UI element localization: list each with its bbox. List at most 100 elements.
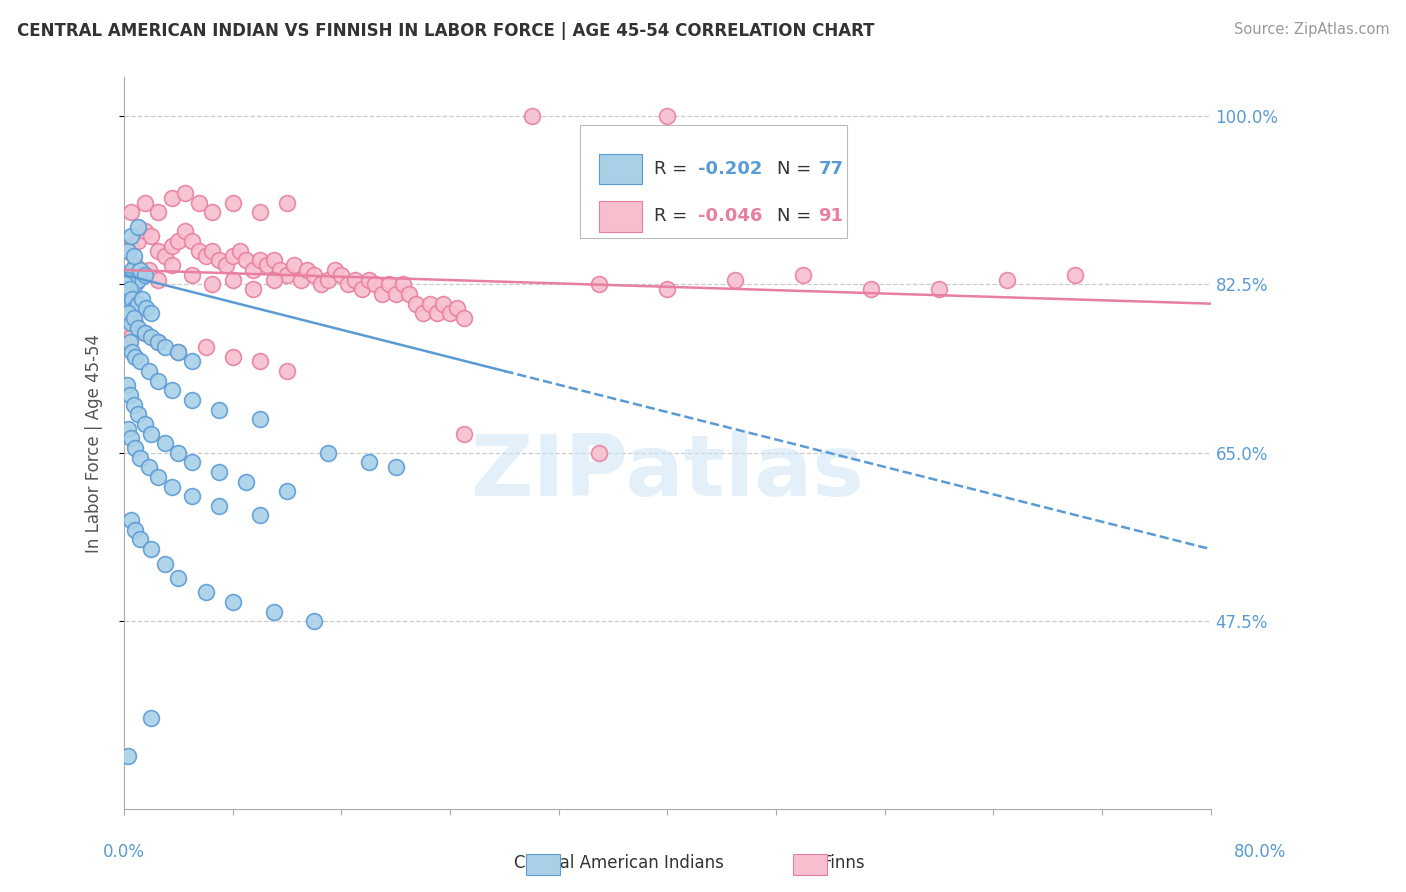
Point (124, 301, 146, 316)
Point (344, 272, 367, 286)
Point (114, 277, 136, 292)
Point (117, 306, 139, 320)
Point (337, 277, 360, 292)
Point (121, 344, 143, 359)
Point (350, 282, 373, 296)
Point (124, 523, 146, 537)
Point (117, 422, 139, 436)
Y-axis label: In Labor Force | Age 45-54: In Labor Force | Age 45-54 (86, 334, 103, 553)
Text: 0.0%: 0.0% (103, 843, 145, 861)
Point (118, 388, 141, 402)
Point (276, 268, 298, 282)
Point (115, 272, 138, 286)
Point (371, 287, 394, 301)
Point (141, 229, 163, 244)
Point (201, 244, 224, 258)
Point (129, 268, 152, 282)
Point (357, 455, 380, 469)
Text: 77: 77 (818, 160, 844, 178)
Point (134, 268, 156, 282)
Point (127, 272, 149, 286)
Point (115, 378, 138, 392)
Point (120, 205, 142, 219)
Text: CENTRAL AMERICAN INDIAN VS FINNISH IN LABOR FORCE | AGE 45-54 CORRELATION CHART: CENTRAL AMERICAN INDIAN VS FINNISH IN LA… (17, 22, 875, 40)
Point (120, 330, 142, 344)
Point (146, 205, 169, 219)
Point (167, 234, 190, 248)
Point (129, 263, 152, 277)
Text: R =: R = (654, 208, 693, 226)
Text: Central American Indians: Central American Indians (513, 855, 724, 872)
Point (378, 277, 401, 292)
Point (928, 282, 950, 296)
Point (412, 306, 434, 320)
Point (249, 412, 271, 426)
Point (316, 272, 339, 286)
Point (141, 426, 163, 441)
Point (127, 219, 149, 234)
Point (135, 301, 157, 316)
Point (153, 248, 176, 262)
Point (167, 571, 190, 585)
Point (181, 354, 204, 368)
Point (297, 263, 319, 277)
Point (153, 340, 176, 354)
Point (194, 585, 217, 599)
Point (588, 277, 610, 292)
Point (131, 292, 153, 306)
Point (181, 234, 204, 248)
Point (127, 296, 149, 310)
Point (208, 402, 231, 417)
Point (141, 542, 163, 557)
Point (995, 272, 1018, 286)
Point (146, 335, 169, 350)
Text: Source: ZipAtlas.com: Source: ZipAtlas.com (1233, 22, 1389, 37)
Point (405, 296, 427, 310)
Point (304, 615, 326, 629)
Point (256, 258, 278, 272)
Point (129, 354, 152, 368)
Point (134, 417, 156, 431)
Point (263, 272, 285, 286)
Point (121, 292, 143, 306)
Point (235, 475, 257, 489)
Point (127, 234, 149, 248)
Point (120, 272, 142, 286)
Point (222, 350, 245, 364)
Point (129, 533, 152, 547)
Text: N =: N = (778, 208, 817, 226)
Point (276, 364, 298, 378)
Text: 80.0%: 80.0% (1234, 843, 1286, 861)
Point (439, 306, 461, 320)
Point (118, 277, 141, 292)
Point (657, 109, 679, 123)
Point (588, 446, 610, 460)
Point (276, 195, 298, 210)
Point (242, 263, 264, 277)
Point (122, 398, 145, 412)
Point (153, 436, 176, 450)
Text: ZIPatlas: ZIPatlas (471, 431, 865, 514)
Point (181, 489, 204, 503)
Point (117, 244, 139, 258)
Point (129, 450, 152, 465)
Point (453, 311, 475, 326)
Point (249, 253, 271, 268)
Point (120, 239, 142, 253)
Point (167, 344, 190, 359)
Point (121, 263, 143, 277)
Point (117, 320, 139, 334)
Point (316, 446, 339, 460)
Point (146, 272, 169, 286)
Point (194, 340, 217, 354)
Point (323, 263, 346, 277)
Point (167, 344, 190, 359)
Point (187, 244, 209, 258)
Point (269, 263, 291, 277)
Point (263, 605, 285, 619)
Point (208, 499, 231, 513)
Point (446, 301, 468, 316)
Point (127, 408, 149, 422)
Point (657, 282, 679, 296)
Point (134, 195, 156, 210)
